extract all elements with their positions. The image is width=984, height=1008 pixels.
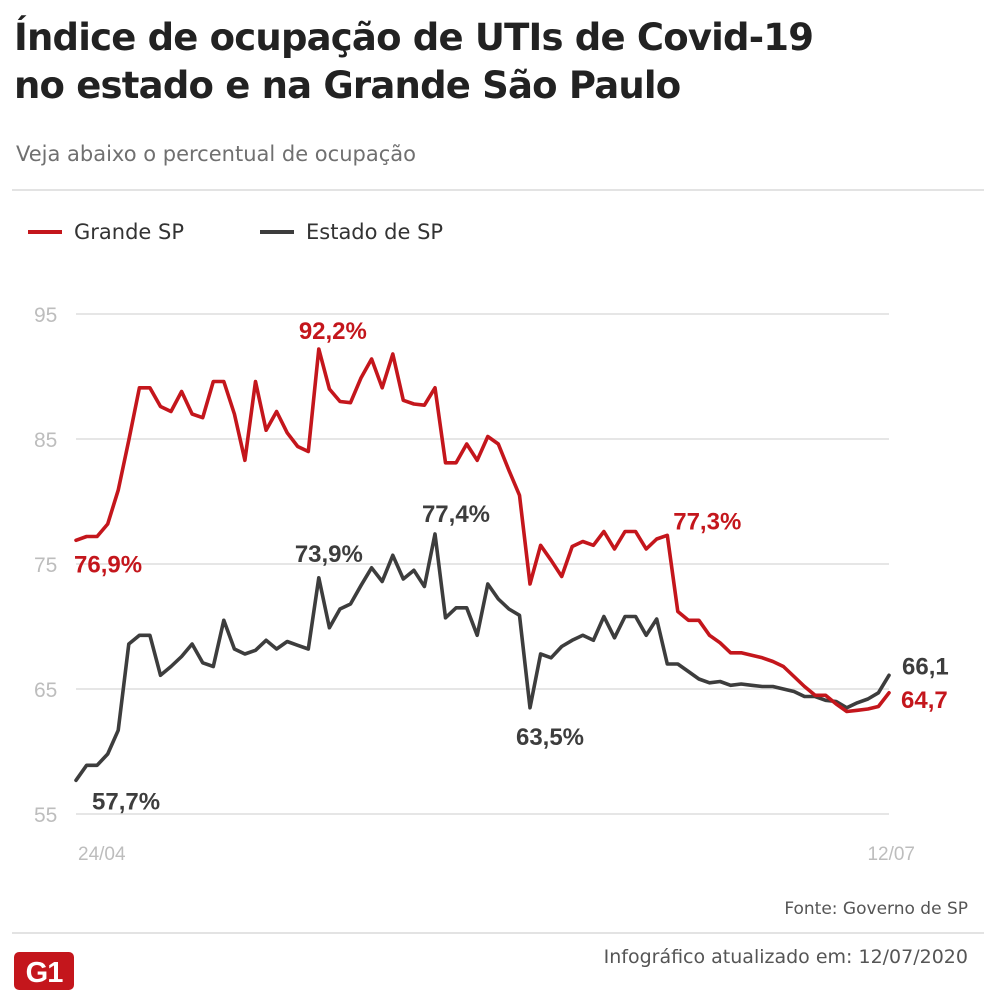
updated-date: Infográfico atualizado em: 12/07/2020	[603, 946, 968, 968]
g1-logo-text: G1	[26, 957, 64, 989]
data-label-estado-sp-23: 73,9%	[295, 541, 363, 568]
data-label-grande-sp-23: 92,2%	[299, 318, 367, 345]
y-tick-label-65: 65	[34, 679, 57, 702]
y-tick-label-85: 85	[34, 429, 57, 452]
chart-title-line-2: no estado e na Grande São Paulo	[14, 64, 681, 107]
data-label-grande-sp-77: 64,7	[901, 687, 948, 714]
y-tick-label-75: 75	[34, 554, 57, 577]
x-tick-label-end: 12/07	[867, 844, 915, 865]
data-label-grande-sp-56: 77,3%	[673, 508, 741, 535]
data-label-estado-sp-0: 57,7%	[92, 788, 160, 815]
data-label-estado-sp-77: 66,1	[902, 653, 949, 680]
legend-label-estado-sp: Estado de SP	[306, 220, 444, 244]
data-label-estado-sp-43: 63,5%	[516, 724, 584, 751]
source-note: Fonte: Governo de SP	[784, 899, 968, 919]
footer-divider	[12, 932, 984, 934]
legend-swatch-estado-sp	[260, 230, 294, 234]
x-tick-label-start: 24/04	[78, 844, 126, 865]
legend-item-grande-sp: Grande SP	[28, 220, 184, 244]
legend-swatch-grande-sp	[28, 230, 62, 234]
header-divider	[12, 189, 984, 191]
g1-logo-background	[14, 952, 74, 990]
data-label-estado-sp-34: 77,4%	[422, 501, 490, 528]
chart-title: Índice de ocupação de UTIs de Covid-19 n…	[14, 14, 979, 110]
g1-logo: G1	[14, 952, 74, 990]
chart-title-line-1: Índice de ocupação de UTIs de Covid-19	[14, 16, 814, 59]
y-tick-label-95: 95	[34, 304, 57, 327]
y-tick-label-55: 55	[34, 804, 57, 827]
series-line-estado-sp	[74, 532, 891, 783]
data-label-grande-sp-0: 76,9%	[74, 551, 142, 578]
legend-label-grande-sp: Grande SP	[74, 220, 185, 244]
chart-subtitle: Veja abaixo o percentual de ocupação	[16, 142, 416, 166]
series-line-grande-sp	[74, 347, 891, 714]
legend-item-estado-sp: Estado de SP	[260, 220, 443, 244]
